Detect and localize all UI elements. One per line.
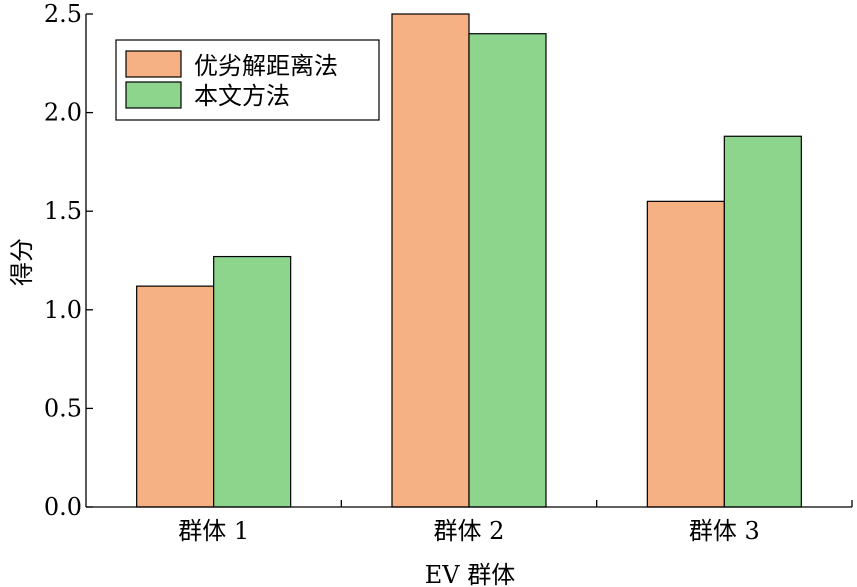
legend-swatch-series-2 xyxy=(125,81,182,109)
y-tick-label: 1.5 xyxy=(44,197,82,225)
y-tick-label: 2.5 xyxy=(44,0,82,28)
bar-series-2-category-2 xyxy=(468,33,547,508)
y-tick-label: 0.0 xyxy=(44,493,82,521)
x-tick-label: 群体 1 xyxy=(178,517,249,545)
y-tick-label: 2.0 xyxy=(44,99,82,127)
legend-label-series-1: 优劣解距离法 xyxy=(194,52,338,80)
legend: 优劣解距离法 本文方法 xyxy=(115,39,380,121)
bars-group xyxy=(136,13,802,508)
bar-series-1-category-2 xyxy=(391,13,470,508)
y-tick-label: 1.0 xyxy=(44,296,82,324)
x-axis-title: EV 群体 xyxy=(425,561,515,587)
y-axis-title: 得分 xyxy=(8,238,36,286)
bar-series-1-category-1 xyxy=(136,285,215,508)
bar-series-1-category-3 xyxy=(646,200,725,508)
legend-label-series-2: 本文方法 xyxy=(194,82,290,110)
ticks-group: 0.0 0.5 1.0 1.5 2.0 2.5 群体 1 群体 2 群体 3 xyxy=(44,0,853,545)
bar-series-2-category-3 xyxy=(723,135,802,508)
axes-group xyxy=(85,14,852,508)
y-tick-label: 0.5 xyxy=(44,394,82,422)
bar-series-2-category-1 xyxy=(213,255,292,508)
x-tick-label: 群体 2 xyxy=(434,517,505,545)
legend-swatch-series-1 xyxy=(125,50,182,78)
x-tick-label: 群体 3 xyxy=(689,517,760,545)
